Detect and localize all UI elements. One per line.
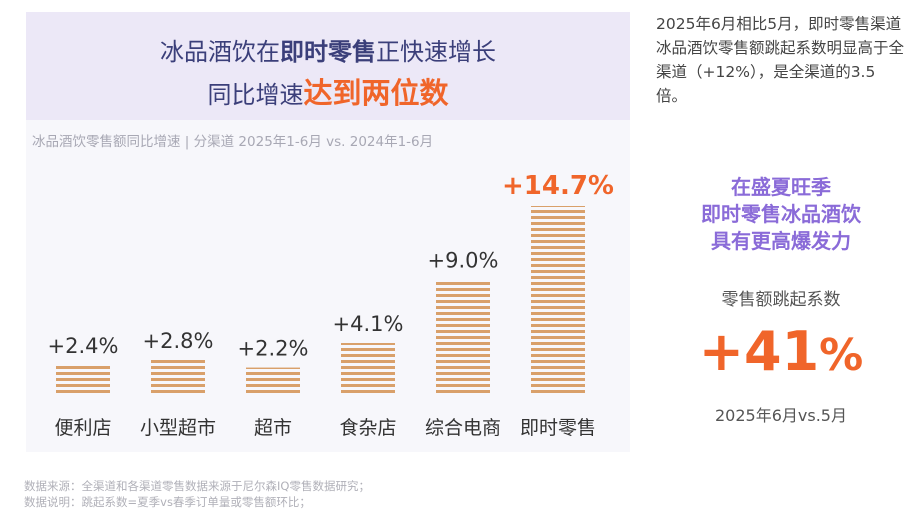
category-label: 即时零售 — [520, 417, 596, 439]
category-label: 小型超市 — [140, 417, 216, 439]
coefficient-period: 2025年6月vs.5月 — [715, 406, 847, 425]
chart-panel: 冰品酒饮在即时零售正快速增长 同比增速达到两位数 冰品酒饮零售额同比增速 | 分… — [26, 12, 630, 452]
bar-value-label: +4.1% — [333, 312, 404, 336]
bar-便利店 — [56, 364, 110, 396]
coefficient-value: +41% — [646, 320, 916, 383]
footnote: 数据来源：全渠道和各渠道零售数据来源于尼尔森IQ零售数据研究； 数据说明：跳起系… — [24, 478, 370, 510]
category-label: 综合电商 — [425, 417, 501, 439]
bar-chart: +2.4% 便利店 +2.8% 小型超市 +2.2% 超市 +4.1% 食杂店 +9.0% 综合电… — [48, 171, 614, 439]
headline-highlight: 达到两位数 — [303, 76, 449, 110]
headline-line-2: 同比增速达到两位数 — [26, 70, 630, 112]
headline-text: 正快速增长 — [376, 38, 496, 66]
side-heading: 在盛夏旺季 即时零售冰品酒饮 具有更高爆发力 — [646, 174, 916, 255]
category-label: 便利店 — [54, 417, 111, 439]
bar-小型超市 — [151, 359, 205, 396]
coefficient-number: +41 — [698, 320, 820, 383]
bar-value-label: +2.8% — [143, 329, 214, 353]
chart-subtitle: 冰品酒饮零售额同比增速 | 分渠道 2025年1-6月 vs. 2024年1-6… — [32, 134, 434, 150]
footnote-note: 数据说明：跳起系数=夏季vs春季订单量或零售额环比； — [24, 495, 311, 509]
bar-综合电商 — [436, 279, 490, 396]
side-description: 2025年6月相比5月，即时零售渠道冰品酒饮零售额跳起系数明显高于全渠道（+12… — [656, 15, 905, 105]
bar-即时零售 — [531, 206, 585, 396]
bar-value-label: +9.0% — [428, 249, 499, 273]
headline-text: 冰品酒饮在 — [160, 38, 280, 66]
headline-emphasis: 即时零售 — [280, 38, 376, 66]
bar-食杂店 — [341, 343, 395, 396]
bar-value-label: +2.4% — [48, 334, 119, 358]
side-heading-line-1: 在盛夏旺季 — [731, 175, 831, 199]
coefficient-label: 零售额跳起系数 — [721, 290, 841, 310]
footnote-source: 数据来源：全渠道和各渠道零售数据来源于尼尔森IQ零售数据研究； — [24, 479, 370, 493]
headline-box: 冰品酒饮在即时零售正快速增长 同比增速达到两位数 — [26, 12, 630, 120]
headline-line-1: 冰品酒饮在即时零售正快速增长 — [26, 32, 630, 67]
headline-text: 同比增速 — [207, 81, 304, 109]
side-heading-line-3: 具有更高爆发力 — [711, 229, 851, 253]
side-heading-line-2: 即时零售冰品酒饮 — [701, 202, 861, 226]
category-label: 食杂店 — [339, 417, 396, 439]
bar-超市 — [246, 367, 300, 396]
coefficient-unit: % — [819, 330, 864, 381]
bar-value-label: +2.2% — [238, 337, 309, 361]
bar-value-label: +14.7% — [502, 171, 614, 201]
category-label: 超市 — [254, 417, 292, 439]
